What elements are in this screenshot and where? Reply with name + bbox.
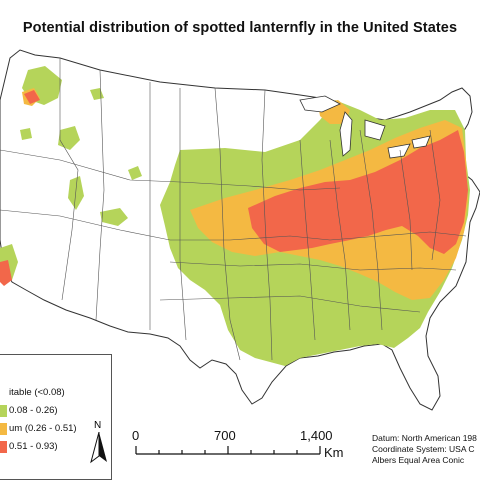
scale-unit: Km (324, 445, 344, 460)
scale-tick-1: 700 (214, 428, 236, 443)
scale-bar-line (135, 446, 321, 455)
legend-label-low: 0.08 - 0.26) (9, 405, 58, 416)
legend-swatch-medium (0, 423, 7, 435)
state-borders (0, 58, 467, 361)
suitability-high-layer (0, 90, 468, 286)
great-lakes (299, 95, 431, 159)
legend-label-high: 0.51 - 0.93) (9, 441, 58, 452)
scale-tick-0: 0 (132, 428, 140, 443)
legend-swatch-low (0, 405, 7, 417)
legend-swatch-high (0, 441, 7, 453)
projection-info: Datum: North American 198 Coordinate Sys… (372, 433, 477, 466)
north-arrow-icon (90, 432, 107, 464)
legend-label-medium: um (0.26 - 0.51) (9, 423, 77, 434)
legend-swatch-unsuitable (0, 387, 7, 399)
datum-text: Datum: North American 198 (372, 433, 477, 443)
projection-text: Albers Equal Area Conic (372, 455, 465, 465)
north-label: N (94, 420, 102, 431)
legend-label-unsuitable: itable (<0.08) (9, 387, 65, 398)
coordinate-system-text: Coordinate System: USA C (372, 444, 475, 454)
north-arrow: N (89, 420, 111, 464)
scale-bar: 0 700 1,400 Km (126, 428, 356, 468)
map-title: Potential distribution of spotted lanter… (22, 20, 458, 36)
scale-tick-2: 1,400 (300, 428, 333, 443)
